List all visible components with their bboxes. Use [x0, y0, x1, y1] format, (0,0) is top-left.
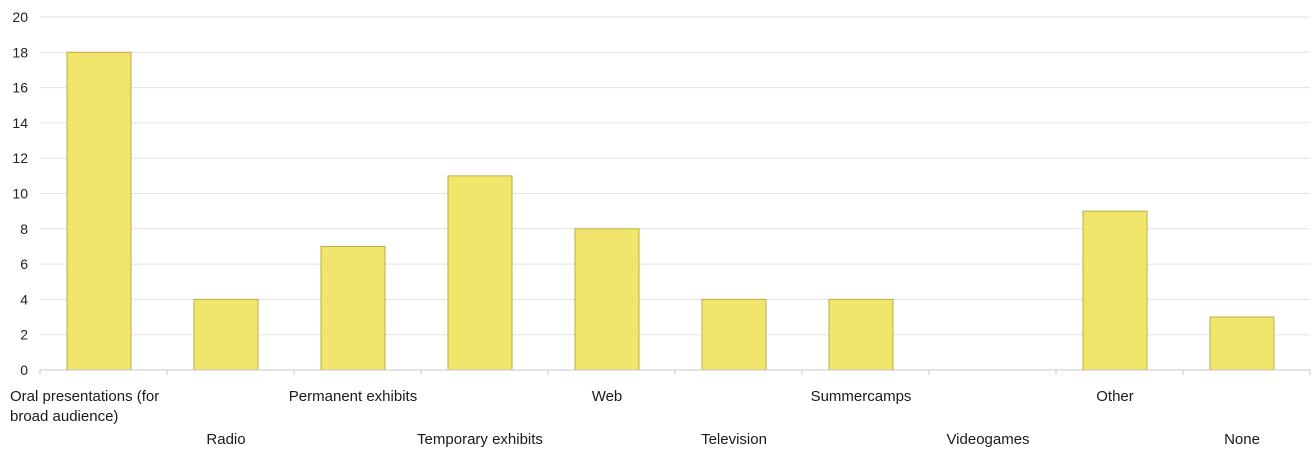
- y-tick-label: 12: [12, 150, 28, 166]
- category-label-line: Oral presentations (for: [10, 388, 159, 405]
- bar-6: [828, 298, 894, 371]
- category-label-line: broad audience): [10, 408, 118, 425]
- category-label-line: Web: [592, 388, 623, 405]
- y-tick-label: 18: [12, 44, 28, 60]
- category-label-line: Videogames: [946, 431, 1029, 448]
- bar-0: [66, 51, 132, 371]
- category-label-4: Web: [592, 388, 623, 405]
- x-axis: [39, 369, 1311, 375]
- category-label-0: Oral presentations (for broad audience): [10, 388, 159, 425]
- bar-2: [320, 245, 386, 371]
- category-label-line: Temporary exhibits: [417, 431, 543, 448]
- category-label-line: Radio: [206, 431, 245, 448]
- bars: [66, 51, 1275, 371]
- y-tick-label: 2: [20, 327, 28, 343]
- category-label-1: Radio: [206, 431, 245, 448]
- y-tick-label: 6: [20, 256, 28, 272]
- category-label-9: None: [1224, 431, 1260, 448]
- category-label-line: None: [1224, 431, 1260, 448]
- bar-4: [574, 228, 640, 371]
- bar-1: [193, 298, 259, 371]
- category-label-line: Summercamps: [811, 388, 912, 405]
- bar-8: [1082, 210, 1148, 371]
- category-label-5: Television: [701, 431, 767, 448]
- x-axis-category-labels: Oral presentations (for broad audience) Ra…: [10, 388, 1260, 448]
- category-label-6: Summercamps: [811, 388, 912, 405]
- y-tick-label: 0: [20, 362, 28, 378]
- y-tick-label: 4: [20, 291, 28, 307]
- y-tick-label: 16: [12, 80, 28, 96]
- bar-5: [701, 298, 767, 371]
- category-label-8: Other: [1096, 388, 1134, 405]
- category-label-2: Permanent exhibits: [289, 388, 417, 405]
- bar-3: [447, 175, 513, 371]
- category-label-line: Television: [701, 431, 767, 448]
- category-label-7: Videogames: [946, 431, 1029, 448]
- y-tick-label: 20: [12, 9, 28, 25]
- y-tick-label: 8: [20, 221, 28, 237]
- y-tick-label: 10: [12, 186, 28, 202]
- y-axis-tick-labels: 0 2 4 6 8 10 12 14 16 18 20: [12, 9, 28, 378]
- y-tick-label: 14: [12, 115, 28, 131]
- bar-9: [1209, 316, 1275, 371]
- category-label-line: Other: [1096, 388, 1134, 405]
- category-label-line: Permanent exhibits: [289, 388, 417, 405]
- category-label-3: Temporary exhibits: [417, 431, 543, 448]
